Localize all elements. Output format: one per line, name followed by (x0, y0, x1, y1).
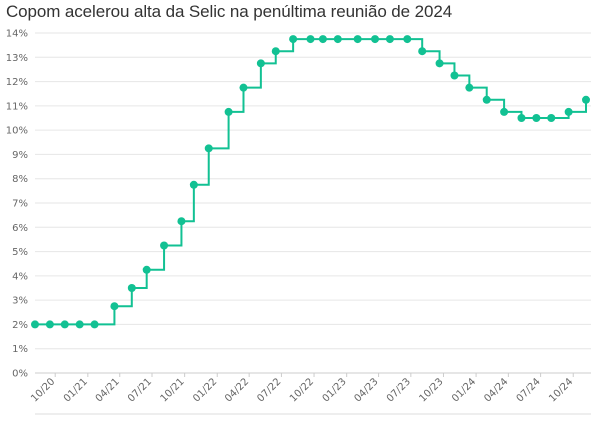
data-point (189, 180, 198, 189)
y-tick-label: 2% (12, 320, 28, 331)
x-tick-label: 04/21 (94, 376, 122, 404)
x-tick-label: 07/24 (515, 376, 543, 404)
y-tick-label: 8% (12, 174, 28, 185)
y-tick-label: 3% (12, 296, 28, 307)
data-point (371, 35, 380, 44)
x-tick-label: 04/22 (223, 376, 251, 404)
x-tick-label: 07/23 (385, 376, 413, 404)
data-point (45, 320, 54, 329)
x-tick-label: 07/21 (126, 376, 154, 404)
y-tick-label: 12% (6, 77, 28, 88)
data-point (318, 35, 327, 44)
y-tick-label: 4% (12, 271, 28, 282)
y-tick-label: 6% (12, 223, 28, 234)
y-tick-label: 9% (12, 150, 28, 161)
data-point (90, 320, 99, 329)
data-point (500, 107, 509, 116)
data-point (517, 114, 526, 122)
data-point (482, 95, 491, 104)
data-point (450, 71, 459, 80)
y-axis-ticks: 0% 1% 2% 3% 4% 5% 6% 7% 8% 9% 10% 11% 12% 13% 14% (6, 29, 28, 380)
x-axis (35, 372, 591, 415)
data-point (256, 59, 265, 68)
x-tick-label: 10/22 (288, 376, 316, 404)
x-tick-label: 01/21 (62, 376, 90, 404)
y-tick-label: 13% (6, 53, 28, 64)
x-tick-label: 01/23 (321, 376, 349, 404)
data-point (465, 83, 474, 92)
x-tick-label: 01/22 (191, 376, 219, 404)
x-tick-label: 10/21 (159, 376, 187, 404)
data-point (60, 320, 69, 329)
data-point (289, 35, 298, 44)
data-point (160, 241, 169, 250)
x-tick-label: 04/24 (482, 376, 510, 404)
data-point (532, 114, 541, 122)
data-point (204, 144, 213, 153)
data-point (110, 302, 119, 311)
data-point (333, 35, 342, 44)
data-point (353, 35, 362, 44)
data-point (239, 83, 248, 92)
x-tick-label: 10/23 (417, 376, 445, 404)
data-point (75, 320, 84, 329)
data-point (547, 114, 556, 122)
selic-step-line (35, 38, 587, 326)
data-point (385, 35, 394, 44)
x-tick-label: 10/20 (29, 376, 57, 404)
y-tick-label: 7% (12, 199, 28, 210)
x-tick-label: 04/23 (353, 376, 381, 404)
data-point (582, 95, 590, 104)
y-tick-label: 14% (6, 29, 28, 40)
x-tick-label: 01/24 (450, 376, 478, 404)
data-point (142, 265, 151, 274)
x-tick-label: 10/24 (547, 376, 575, 404)
y-tick-label: 10% (6, 126, 28, 137)
data-point (306, 35, 315, 44)
data-point (564, 107, 573, 116)
y-tick-label: 11% (6, 101, 28, 112)
series-points (31, 35, 590, 329)
chart-title: Copom acelerou alta da Selic na penúltim… (6, 2, 453, 21)
data-point (31, 320, 39, 329)
x-axis-ticks: 10/20 01/21 04/21 07/21 10/21 01/22 04/22 07/22… (29, 376, 575, 404)
data-point (127, 284, 136, 292)
data-point (271, 47, 280, 56)
x-tick-label: 07/22 (255, 376, 283, 404)
y-tick-label: 0% (12, 369, 28, 380)
data-point (403, 35, 412, 44)
data-point (224, 107, 233, 116)
y-tick-label: 5% (12, 247, 28, 258)
y-tick-label: 1% (12, 344, 28, 355)
data-point (418, 47, 427, 56)
grid-lines (35, 32, 591, 350)
series-selic (35, 38, 587, 326)
data-point (435, 59, 444, 68)
data-point (177, 217, 186, 226)
